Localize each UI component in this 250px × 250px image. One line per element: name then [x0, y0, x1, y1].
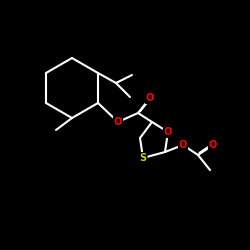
Text: S: S	[140, 153, 146, 163]
Text: O: O	[114, 117, 122, 127]
Text: O: O	[164, 127, 172, 137]
Text: O: O	[179, 140, 187, 150]
Text: O: O	[146, 93, 154, 103]
Text: O: O	[209, 140, 217, 150]
